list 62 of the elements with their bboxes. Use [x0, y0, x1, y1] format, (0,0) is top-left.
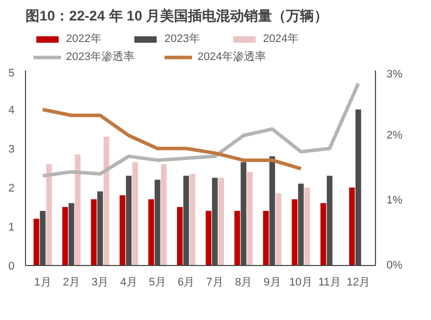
bar — [183, 176, 189, 266]
bar — [212, 178, 218, 266]
bar — [349, 188, 355, 266]
bar — [160, 164, 167, 266]
x-tick-label: 11月 — [318, 276, 341, 288]
x-tick-label: 8月 — [234, 276, 252, 288]
bar — [269, 156, 276, 266]
x-tick-label: 10月 — [289, 276, 313, 288]
y-tick-label: 5 — [8, 68, 15, 80]
bar — [46, 164, 52, 266]
bar — [68, 203, 74, 266]
bar — [104, 136, 110, 266]
bar — [206, 210, 212, 266]
bar — [132, 162, 138, 266]
x-tick-label: 9月 — [264, 276, 281, 288]
bar — [326, 176, 332, 266]
legend-label: 2023年渗透率 — [66, 50, 134, 64]
y2-tick-label: 0% — [386, 260, 403, 272]
bar — [298, 184, 304, 266]
x-tick-label: 12月 — [346, 276, 370, 288]
y-tick-label: 1 — [8, 222, 15, 234]
legend-label: 2022年 — [66, 32, 102, 46]
y-tick-label: 3 — [8, 144, 15, 156]
y-tick-label: 4 — [8, 104, 15, 116]
y2-tick-label: 3% — [386, 68, 403, 80]
x-tick-label: 2月 — [62, 276, 80, 288]
bar — [247, 172, 253, 266]
bar — [177, 207, 183, 266]
bar — [292, 199, 298, 266]
x-tick-label: 3月 — [92, 276, 109, 288]
legend-label: 2023年 — [164, 32, 200, 46]
bar — [276, 193, 282, 266]
x-tick-label: 5月 — [148, 276, 166, 288]
bar — [154, 180, 160, 266]
y2-tick-label: 2% — [386, 130, 403, 142]
bar — [62, 207, 68, 266]
bar — [263, 210, 269, 266]
x-tick-label: 4月 — [120, 276, 138, 288]
y-tick-label: 2 — [8, 182, 15, 194]
bar — [304, 188, 310, 266]
bar — [97, 191, 103, 266]
bar — [40, 210, 46, 266]
y-tick-label: 0 — [8, 260, 15, 272]
legend-label: 2024年渗透率 — [197, 50, 266, 64]
bar — [126, 176, 132, 266]
bar — [320, 203, 326, 266]
bar — [240, 162, 246, 266]
bar — [234, 210, 240, 266]
bar — [148, 199, 154, 266]
bar — [218, 178, 224, 266]
bar — [74, 154, 81, 266]
x-tick-label: 7月 — [206, 276, 224, 288]
y2-tick-label: 1% — [386, 194, 403, 206]
chart-title: 图10：22-24 年 10 月美国插电混动销量（万辆） — [26, 8, 328, 24]
bar — [355, 110, 362, 266]
bar — [190, 174, 196, 266]
x-tick-label: 1月 — [34, 276, 52, 288]
bar — [90, 199, 97, 266]
bar — [120, 195, 126, 266]
legend-label: 2024年 — [262, 32, 298, 46]
x-tick-label: 6月 — [178, 276, 195, 288]
bar — [34, 218, 40, 266]
